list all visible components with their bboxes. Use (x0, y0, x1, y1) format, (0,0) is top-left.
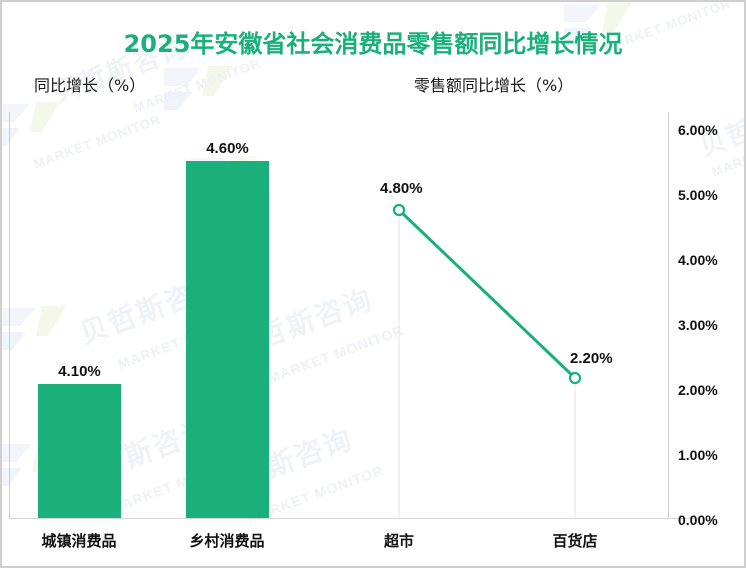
x-category-label: 乡村消费品 (189, 532, 265, 550)
y-tick-label: 1.00% (678, 447, 718, 463)
y-tick-label: 6.00% (678, 122, 718, 138)
line-path-retail-growth (397, 208, 577, 380)
bar-xiangcun-xiaofeipin[interactable] (186, 161, 269, 518)
y-tick-label: 5.00% (678, 187, 718, 203)
x-category-label: 超市 (383, 532, 414, 550)
page-title: 2025年安徽省社会消费品零售额同比增长情况 (123, 30, 623, 58)
x-category-label: 城镇消费品 (41, 532, 117, 550)
y-tick-label: 3.00% (678, 317, 718, 333)
bar-value-label: 4.10% (58, 363, 101, 380)
data-point-chaoshi[interactable] (392, 203, 406, 217)
x-category-label: 百货店 (552, 532, 598, 550)
left-axis-title: 同比增长（%） (34, 76, 146, 95)
right-axis-title: 零售额同比增长（%） (414, 76, 574, 95)
point-value-label: 2.20% (570, 350, 613, 367)
y-tick-label: 4.00% (678, 252, 718, 268)
right-axis-line (668, 112, 669, 519)
point-value-label: 4.80% (380, 180, 423, 197)
y-tick-label: 0.00% (678, 512, 718, 528)
y-tick-label: 2.00% (678, 382, 718, 398)
bar-value-label: 4.60% (206, 140, 249, 157)
data-point-baihuodian[interactable] (568, 371, 582, 385)
bar-chengzhen-xiaofeipin[interactable] (38, 384, 121, 518)
x-axis-baseline (9, 518, 699, 519)
